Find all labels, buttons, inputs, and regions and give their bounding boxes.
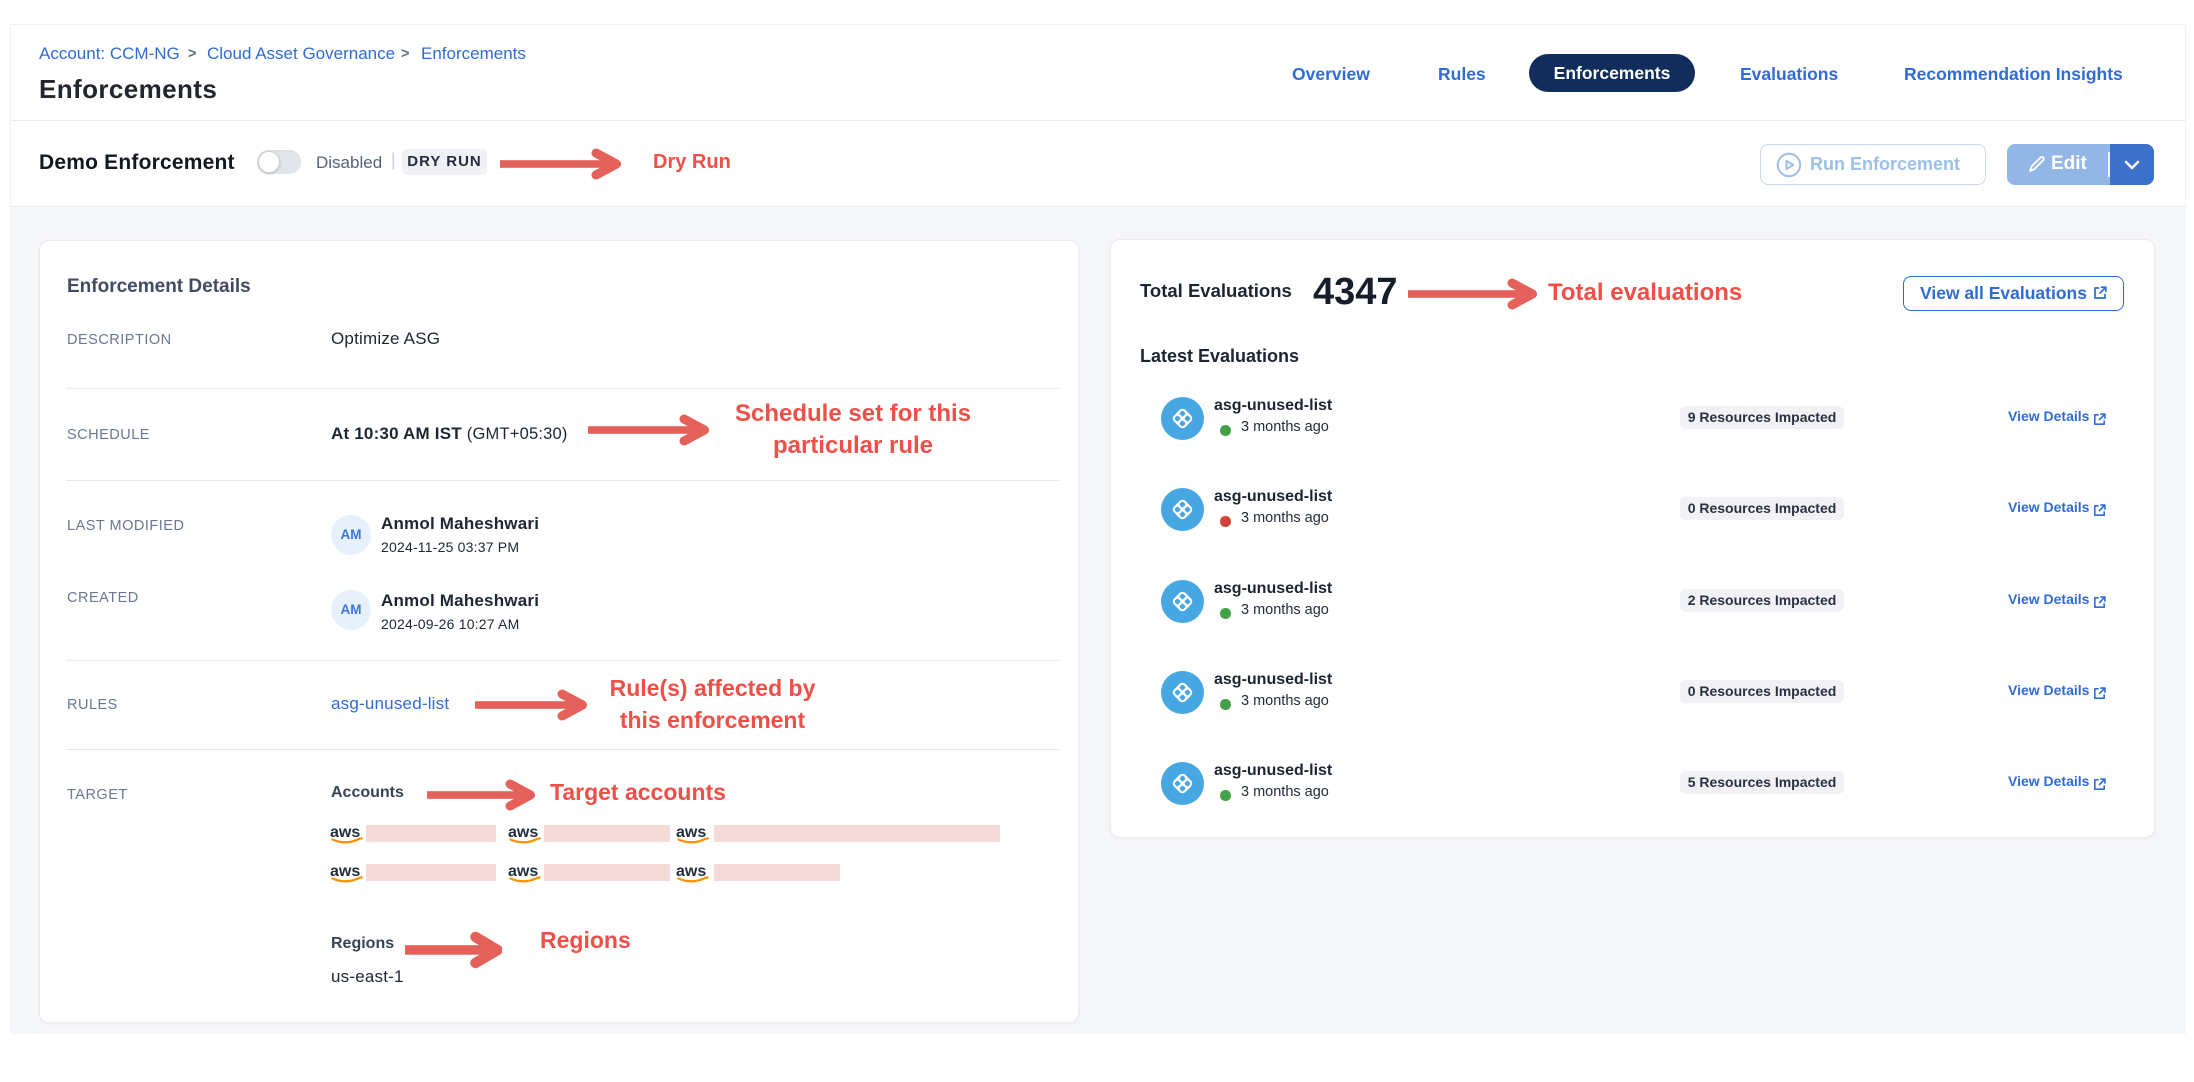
svg-text:aws: aws	[330, 824, 360, 841]
svg-text:aws: aws	[676, 863, 706, 880]
svg-text:aws: aws	[676, 824, 706, 841]
svg-text:aws: aws	[330, 863, 360, 880]
svg-text:aws: aws	[508, 863, 538, 880]
svg-text:aws: aws	[508, 824, 538, 841]
